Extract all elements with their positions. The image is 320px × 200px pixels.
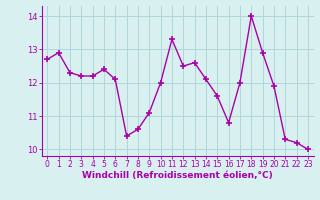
X-axis label: Windchill (Refroidissement éolien,°C): Windchill (Refroidissement éolien,°C)	[82, 171, 273, 180]
